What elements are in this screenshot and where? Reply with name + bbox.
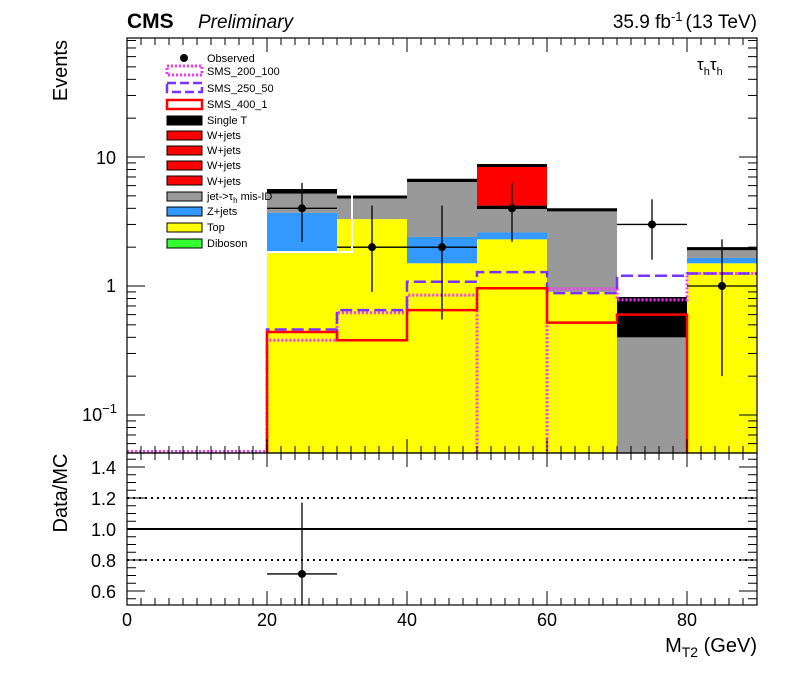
legend-label-wjets-2: W+jets bbox=[207, 145, 241, 157]
legend-label-wjets-3: W+jets bbox=[207, 160, 241, 172]
legend-swatch-top bbox=[166, 222, 203, 233]
ratio-points bbox=[267, 502, 337, 605]
observed-point-5 bbox=[718, 282, 726, 290]
legend-swatch-diboson bbox=[166, 238, 203, 249]
legend-label-top: Top bbox=[207, 222, 225, 234]
signal-sms-400-1 bbox=[127, 287, 757, 453]
lumi-value: 35.9 fb bbox=[613, 12, 671, 33]
x-tick-label: 0 bbox=[122, 610, 132, 630]
y-tick-label-0.1: 10−1 bbox=[82, 401, 117, 425]
ratio-y-tick-labels: 1.4 1.2 1.0 0.8 0.6 bbox=[91, 458, 116, 602]
legend-label-sms-400-1: SMS_400_1 bbox=[207, 99, 268, 111]
status-label: Preliminary bbox=[198, 12, 295, 33]
lumi-label: 35.9 fb-1 (13 TeV) bbox=[613, 9, 757, 33]
observed-point-4 bbox=[648, 220, 656, 229]
ratio-y-axis-title: Data/MC bbox=[50, 454, 72, 533]
legend-label-sms-250-50: SMS_250_50 bbox=[207, 83, 274, 95]
bar-top-bin-6 bbox=[547, 291, 617, 453]
channel-label: τhτh bbox=[697, 55, 723, 78]
x-tick-label: 60 bbox=[537, 610, 557, 630]
bar-jet-tau-h-mis-id-bin-7 bbox=[617, 337, 687, 453]
ratio-y-tick-label: 0.8 bbox=[91, 551, 116, 571]
y-axis-title: Events bbox=[50, 40, 72, 101]
ratio-axis-ticks bbox=[126, 453, 758, 605]
x-tick-label: 20 bbox=[257, 610, 277, 630]
experiment-label: CMS bbox=[127, 10, 174, 33]
observed-point-0 bbox=[298, 204, 306, 213]
legend-swatch-sms-200-100 bbox=[165, 64, 204, 77]
ratio-reference-lines bbox=[127, 497, 757, 561]
observed-point-3 bbox=[508, 204, 516, 213]
legend-label-observed: Observed bbox=[207, 53, 255, 65]
x-axis-title: MT2 (GeV) bbox=[665, 635, 757, 660]
x-tick-label: 80 bbox=[677, 610, 697, 630]
legend-swatch-wjets-1 bbox=[166, 130, 203, 141]
bar-jet-tau-h-mis-id-bin-6 bbox=[547, 211, 617, 292]
legend: Observed SMS_200_100 SMS_250_50 SMS_400_… bbox=[159, 47, 353, 253]
legend-label-zjets: Z+jets bbox=[207, 206, 238, 218]
legend-swatch-wjets-3 bbox=[166, 160, 203, 171]
y-tick-label-10: 10 bbox=[96, 148, 116, 168]
ratio-y-tick-label: 0.6 bbox=[91, 582, 116, 602]
observed-points bbox=[267, 182, 757, 377]
x-tick-label: 40 bbox=[397, 610, 417, 630]
y-tick-label-1: 1 bbox=[106, 276, 116, 296]
ratio-y-tick-label: 1.2 bbox=[91, 489, 116, 509]
legend-swatch-wjets-4 bbox=[166, 175, 203, 186]
legend-swatch-zjets bbox=[166, 206, 203, 217]
legend-label-sms-200-100: SMS_200_100 bbox=[207, 66, 280, 78]
bar-top-bin-2 bbox=[267, 253, 337, 453]
bar-top-bin-5 bbox=[477, 239, 547, 453]
main-axis-ticks bbox=[126, 38, 758, 453]
bar-single-t-bin-7 bbox=[617, 298, 687, 338]
legend-swatch-sms-400-1 bbox=[165, 98, 204, 111]
observed-point-1 bbox=[368, 243, 376, 252]
legend-label-misid: jet->τh mis-ID bbox=[206, 191, 272, 205]
legend-marker-observed bbox=[180, 54, 188, 62]
legend-label-single-t: Single T bbox=[207, 115, 247, 127]
legend-swatch-wjets-2 bbox=[166, 145, 203, 156]
legend-label-wjets-4: W+jets bbox=[207, 176, 241, 188]
lumi-exponent: -1 bbox=[671, 9, 683, 24]
legend-swatch-sms-250-50 bbox=[165, 81, 204, 94]
legend-box bbox=[159, 47, 353, 253]
legend-label-wjets-1: W+jets bbox=[207, 130, 241, 142]
ratio-y-tick-label: 1.0 bbox=[91, 520, 116, 540]
x-tick-labels: 0 20 40 60 80 bbox=[122, 610, 697, 630]
energy-label: (13 TeV) bbox=[686, 12, 757, 33]
legend-swatch-misid bbox=[166, 191, 203, 202]
legend-label-diboson: Diboson bbox=[207, 238, 247, 250]
ratio-point-0 bbox=[298, 569, 306, 578]
legend-swatch-single-t bbox=[166, 115, 203, 126]
observed-point-2 bbox=[438, 243, 446, 252]
ratio-y-tick-label: 1.4 bbox=[91, 458, 116, 478]
